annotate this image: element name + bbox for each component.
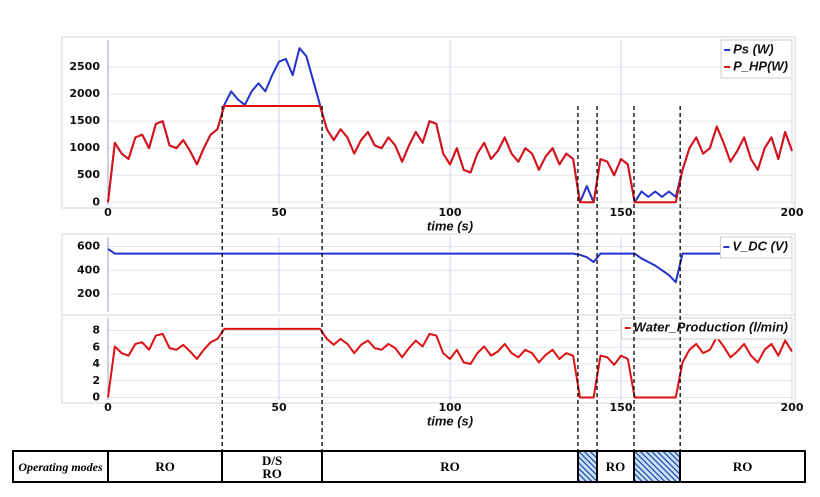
x-tick-label: 100 — [439, 206, 462, 219]
x-tick-label: 0 — [104, 401, 112, 414]
x-axis-label: time (s) — [427, 218, 473, 233]
y-tick-label: 6 — [92, 340, 100, 353]
x-tick-label: 100 — [439, 401, 462, 414]
legend: V_DC (V) — [719, 236, 793, 259]
y-tick-label: 600 — [77, 240, 100, 253]
y-tick-label: 0 — [92, 390, 100, 403]
y-tick-label: 4 — [92, 357, 100, 370]
legend-box — [720, 39, 793, 79]
legend: Ps (W) P_HP(W) — [720, 39, 793, 79]
legend: Water_Production (l/min) — [621, 317, 793, 340]
x-tick-label: 150 — [610, 206, 633, 219]
legend-box — [719, 236, 793, 259]
y-tick-label: 0 — [92, 195, 100, 208]
y-tick-label: 1000 — [69, 141, 100, 154]
y-tick-label: 8 — [92, 324, 100, 337]
legend-label: Ps (W) — [733, 41, 773, 56]
x-tick-label: 50 — [271, 401, 287, 414]
y-tick-label: 500 — [77, 168, 100, 181]
x-tick-label: 50 — [271, 206, 287, 219]
x-tick-label: 150 — [610, 401, 633, 414]
y-tick-label: 400 — [77, 263, 100, 276]
y-tick-label: 2500 — [69, 60, 100, 73]
y-tick-label: 200 — [77, 287, 100, 300]
legend-label: Water_Production (l/min) — [634, 319, 788, 334]
legend-label: V_DC (V) — [732, 238, 788, 253]
x-tick-label: 200 — [781, 401, 804, 414]
x-tick-label: 0 — [104, 206, 112, 219]
x-axis-label: time (s) — [427, 413, 473, 428]
y-tick-label: 2 — [92, 374, 100, 387]
legend-box — [621, 317, 793, 340]
y-tick-label: 1500 — [69, 114, 100, 127]
x-tick-label: 200 — [781, 206, 804, 219]
y-tick-label: 2000 — [69, 87, 100, 100]
legend-label: P_HP(W) — [733, 58, 788, 73]
